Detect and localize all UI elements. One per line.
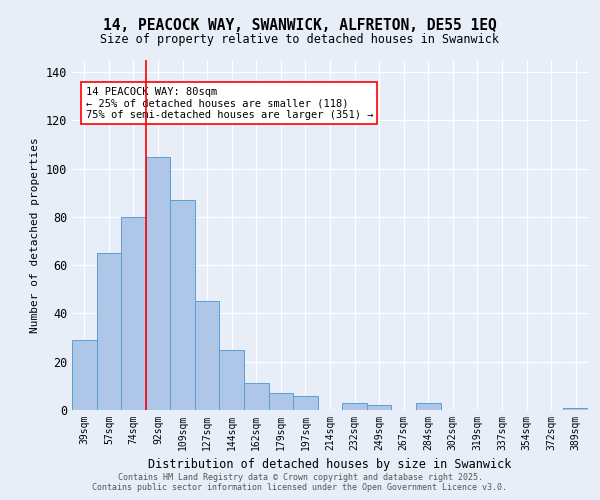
Bar <box>146 156 170 410</box>
Bar <box>342 403 367 410</box>
Bar <box>367 405 391 410</box>
Bar <box>269 393 293 410</box>
Bar <box>244 384 269 410</box>
Bar <box>170 200 195 410</box>
Y-axis label: Number of detached properties: Number of detached properties <box>30 137 40 333</box>
X-axis label: Distribution of detached houses by size in Swanwick: Distribution of detached houses by size … <box>148 458 512 471</box>
Text: Contains HM Land Registry data © Crown copyright and database right 2025.
Contai: Contains HM Land Registry data © Crown c… <box>92 473 508 492</box>
Bar <box>195 302 220 410</box>
Bar <box>121 217 146 410</box>
Text: 14, PEACOCK WAY, SWANWICK, ALFRETON, DE55 1EQ: 14, PEACOCK WAY, SWANWICK, ALFRETON, DE5… <box>103 18 497 32</box>
Bar <box>220 350 244 410</box>
Bar <box>97 253 121 410</box>
Bar <box>416 403 440 410</box>
Text: Size of property relative to detached houses in Swanwick: Size of property relative to detached ho… <box>101 32 499 46</box>
Bar <box>563 408 588 410</box>
Bar <box>72 340 97 410</box>
Text: 14 PEACOCK WAY: 80sqm
← 25% of detached houses are smaller (118)
75% of semi-det: 14 PEACOCK WAY: 80sqm ← 25% of detached … <box>86 86 373 120</box>
Bar <box>293 396 318 410</box>
